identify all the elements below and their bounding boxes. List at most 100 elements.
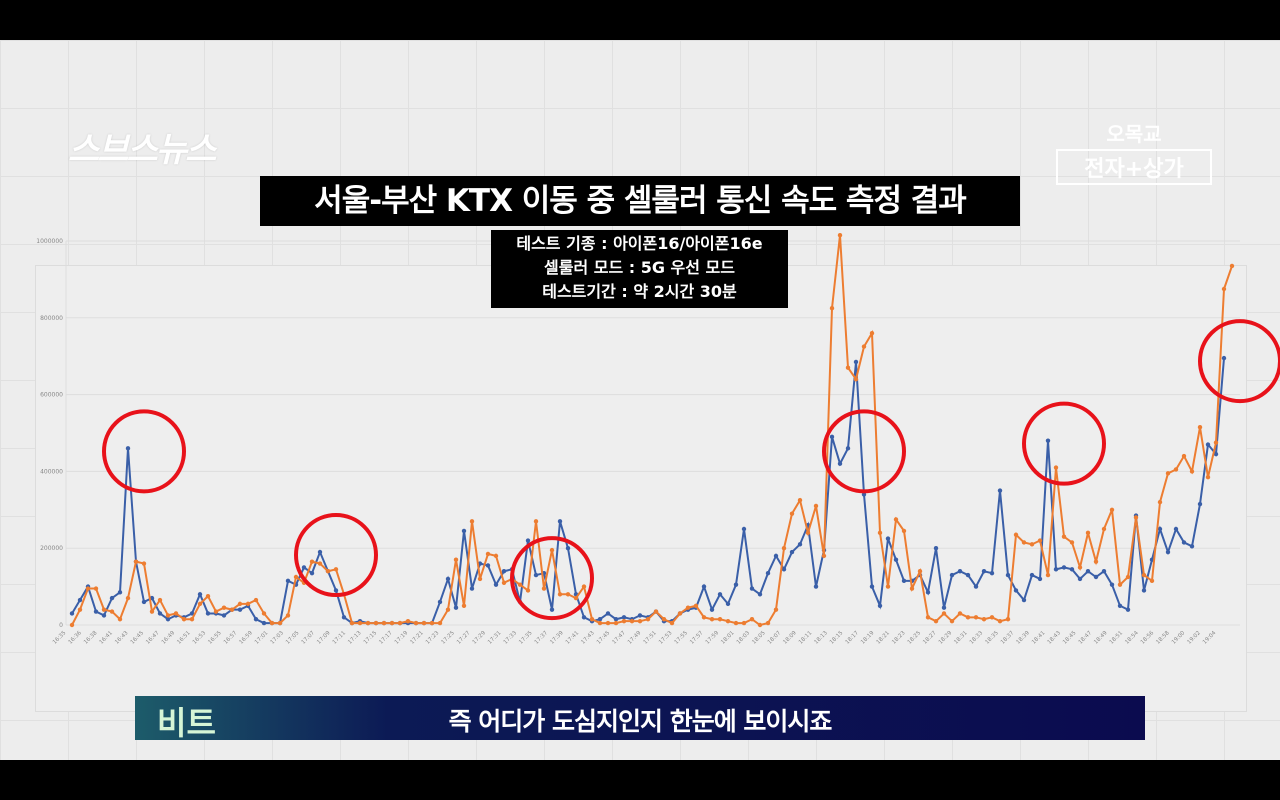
data-point [605,611,611,616]
data-point [333,567,339,572]
data-point [685,605,691,610]
data-point [1005,572,1011,578]
data-point [405,618,411,624]
data-point [1029,572,1035,578]
data-point [709,607,715,612]
data-point [485,563,491,568]
data-point [989,570,995,576]
data-point [573,595,579,601]
highlight-circle [102,409,186,494]
x-tick-label: 17:45 [596,630,612,646]
data-point [453,605,459,610]
data-point [749,617,755,622]
data-point [789,511,795,516]
x-tick-label: 17:23 [425,630,441,646]
x-tick-label: 16:43 [114,630,130,646]
data-point [797,498,803,503]
highlight-circle [1022,401,1106,486]
data-point [1077,565,1083,570]
data-point [253,617,259,622]
x-tick-label: 16:53 [192,630,208,646]
data-point [157,611,163,616]
x-tick-label: 16:38 [83,630,99,646]
subtitle-bar: 비트 즉 어디가 도심지인지 한눈에 보이시죠 [135,696,1145,742]
data-point [445,576,451,582]
data-point [893,517,899,522]
x-tick-label: 16:51 [176,630,191,645]
x-tick-label: 18:54 [1124,630,1140,646]
info-line-duration: 테스트기간 : 약 2시간 30분 [542,282,737,301]
x-tick-label: 17:25 [440,630,456,646]
data-point [853,377,859,382]
data-point [453,557,459,562]
data-point [717,592,723,597]
data-point [77,597,83,603]
data-point [1141,588,1147,593]
data-point [445,607,451,612]
data-point [69,611,75,616]
x-tick-label: 17:15 [363,630,379,646]
data-point [997,488,1003,493]
data-point [221,605,227,610]
data-point [109,595,115,601]
x-tick-label: 17:47 [611,630,627,646]
x-tick-label: 17:03 [270,630,286,646]
data-point [101,613,107,618]
data-point [189,617,195,622]
data-point [837,233,843,238]
x-tick-label: 18:21 [876,630,891,645]
data-point [141,599,147,605]
x-tick-label: 18:58 [1155,630,1171,646]
data-point [965,572,971,578]
x-tick-label: 17:21 [409,630,424,645]
data-point [885,584,891,589]
data-point [557,592,563,597]
data-point [957,569,963,574]
data-point [165,613,171,618]
data-point [725,618,731,624]
data-point [541,586,547,591]
data-point [197,601,203,607]
x-tick-label: 18:07 [767,630,783,646]
data-point [461,528,467,534]
data-point [205,594,211,599]
x-tick-label: 18:37 [1000,630,1016,646]
data-point [709,617,715,622]
data-point [237,607,243,612]
data-point [869,584,875,589]
data-point [669,620,675,626]
data-point [349,620,355,626]
data-point [1117,582,1123,587]
x-tick-label: 16:59 [238,630,254,646]
data-point [309,559,315,564]
data-point [469,519,475,524]
data-point [741,526,747,532]
data-point [781,546,787,551]
data-point [469,586,475,591]
data-point [381,620,387,626]
data-point [757,622,763,628]
x-tick-label: 18:49 [1093,630,1109,646]
data-point [853,359,859,365]
data-point [933,546,939,551]
data-point [373,620,379,626]
data-point [117,617,123,622]
data-point [565,546,571,551]
data-point [917,569,923,574]
data-point [1053,567,1059,572]
data-point [549,607,555,612]
data-point [653,609,659,614]
data-point [1077,576,1083,582]
data-point [357,620,363,626]
x-tick-label: 18:15 [829,630,845,646]
data-point [861,344,867,349]
x-tick-label: 18:39 [1015,630,1031,646]
x-tick-label: 16:47 [145,630,161,646]
data-point [1005,617,1011,622]
data-point [941,605,947,610]
data-point [69,622,75,628]
data-point [1165,471,1171,476]
x-tick-label: 18:51 [1109,630,1124,645]
x-tick-label: 19:02 [1186,630,1201,645]
data-point [637,613,643,618]
